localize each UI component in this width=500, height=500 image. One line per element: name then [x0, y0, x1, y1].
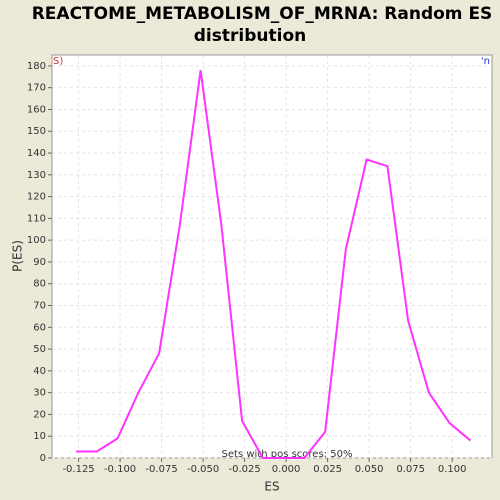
y-tick-label: 150: [27, 126, 46, 137]
y-tick-label: 140: [27, 148, 46, 159]
y-tick-label: 20: [33, 409, 46, 420]
y-tick-label: 80: [33, 279, 46, 290]
x-tick-label: 0.050: [355, 464, 384, 475]
y-tick-label: 50: [33, 344, 46, 355]
annotation: 'n: [481, 56, 490, 67]
chart-title: REACTOME_METABOLISM_OF_MRNA: Random ES: [32, 4, 493, 24]
x-tick-label: 0.025: [313, 464, 342, 475]
y-tick-label: 40: [33, 366, 46, 377]
x-tick-label: -0.025: [228, 464, 260, 475]
y-tick-label: 70: [33, 301, 46, 312]
y-tick-label: 120: [27, 192, 46, 203]
x-tick-label: -0.125: [62, 464, 94, 475]
x-tick-label: -0.050: [187, 464, 219, 475]
x-tick-label: 0.100: [438, 464, 467, 475]
chart-title: distribution: [194, 26, 306, 46]
plot-area: [51, 54, 493, 459]
y-tick-label: 130: [27, 170, 46, 181]
y-tick-label: 30: [33, 388, 46, 399]
y-tick-label: 100: [27, 235, 46, 246]
annotation: Sets with pos scores: 50%: [222, 449, 353, 460]
y-tick-label: 90: [33, 257, 46, 268]
y-tick-label: 60: [33, 322, 46, 333]
x-tick-label: 0.000: [272, 464, 301, 475]
x-tick-label: -0.100: [104, 464, 136, 475]
y-tick-label: 110: [27, 213, 46, 224]
y-tick-label: 0: [40, 453, 46, 464]
y-tick-label: 10: [33, 431, 46, 442]
y-axis-label: P(ES): [11, 240, 25, 272]
x-axis-label: ES: [264, 480, 279, 494]
annotation: S): [53, 56, 63, 67]
y-tick-label: 170: [27, 83, 46, 94]
y-tick-label: 160: [27, 104, 46, 115]
x-tick-label: -0.075: [145, 464, 177, 475]
x-tick-label: 0.075: [396, 464, 425, 475]
y-tick-label: 180: [27, 61, 46, 72]
data-line: [76, 70, 472, 459]
